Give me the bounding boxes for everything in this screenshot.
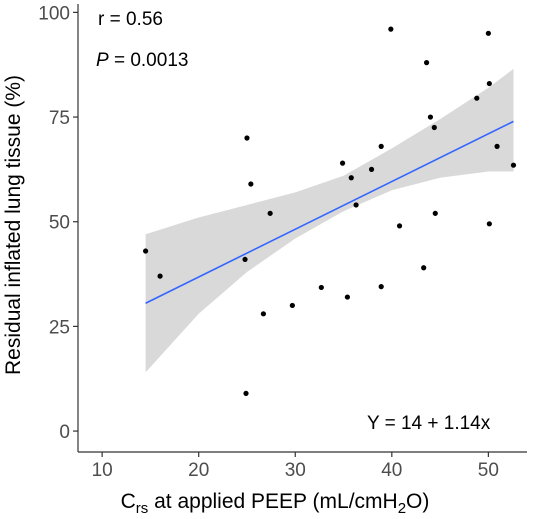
data-point: [260, 311, 266, 317]
data-point: [267, 210, 273, 216]
x-tick-label: 30: [285, 460, 306, 481]
data-point: [474, 95, 480, 101]
axes-layer: 10 20 30 40 50 0 25 50 75 100: [38, 3, 527, 481]
regression-line: [145, 120, 514, 304]
p-value: = 0.0013: [109, 50, 189, 71]
data-point: [348, 175, 354, 181]
data-point: [494, 143, 500, 149]
x-axis-title-main: C: [121, 490, 136, 513]
data-point: [318, 284, 324, 291]
data-point: [242, 256, 248, 263]
data-point: [388, 26, 394, 32]
x-tick-label: 20: [188, 460, 209, 481]
data-point: [289, 302, 295, 309]
p-symbol: P: [96, 50, 109, 71]
y-tick-label: 100: [38, 3, 70, 24]
x-axis-title: Crs at applied PEEP (mL/cmH2O): [121, 490, 430, 517]
r-annotation: r = 0.56: [98, 9, 163, 30]
data-point: [432, 210, 438, 216]
y-tick-label: 50: [49, 213, 70, 234]
data-point: [243, 390, 249, 396]
data-point: [423, 60, 430, 66]
equation-annotation: Y = 14 + 1.14x: [367, 413, 491, 434]
data-point: [396, 223, 403, 229]
data-point: [378, 284, 384, 290]
confidence-band: [145, 68, 514, 373]
data-points-layer: [142, 26, 517, 396]
data-point: [378, 143, 384, 149]
x-tick-label: 10: [92, 460, 113, 481]
data-point: [244, 135, 250, 141]
x-axis-title-rest: at applied PEEP (mL/cmH: [148, 490, 397, 513]
x-axis-title-end: O): [406, 490, 429, 513]
data-point: [485, 30, 491, 36]
data-point: [142, 248, 149, 254]
y-axis-title: Residual inflated lung tissue (%): [2, 75, 25, 375]
data-point: [486, 221, 492, 227]
y-tick-label: 0: [59, 422, 70, 443]
x-tick-label: 40: [381, 460, 402, 481]
confidence-band-layer: [145, 68, 514, 373]
data-point: [510, 162, 517, 168]
x-axis-title-sub: rs: [136, 500, 149, 517]
data-point: [431, 124, 437, 131]
data-point: [157, 273, 163, 279]
data-point: [368, 166, 375, 172]
data-point: [486, 80, 492, 87]
regression-line-layer: [145, 120, 514, 304]
data-point: [427, 114, 434, 120]
x-axis-title-sub2: 2: [398, 500, 406, 517]
x-tick-label: 50: [478, 460, 499, 481]
y-tick-label: 75: [49, 108, 70, 129]
data-point: [353, 202, 359, 208]
p-annotation: P = 0.0013: [96, 50, 188, 71]
y-tick-label: 25: [49, 317, 70, 338]
data-point: [421, 265, 427, 271]
data-point: [344, 294, 350, 300]
data-point: [339, 160, 346, 166]
data-point: [248, 181, 254, 187]
